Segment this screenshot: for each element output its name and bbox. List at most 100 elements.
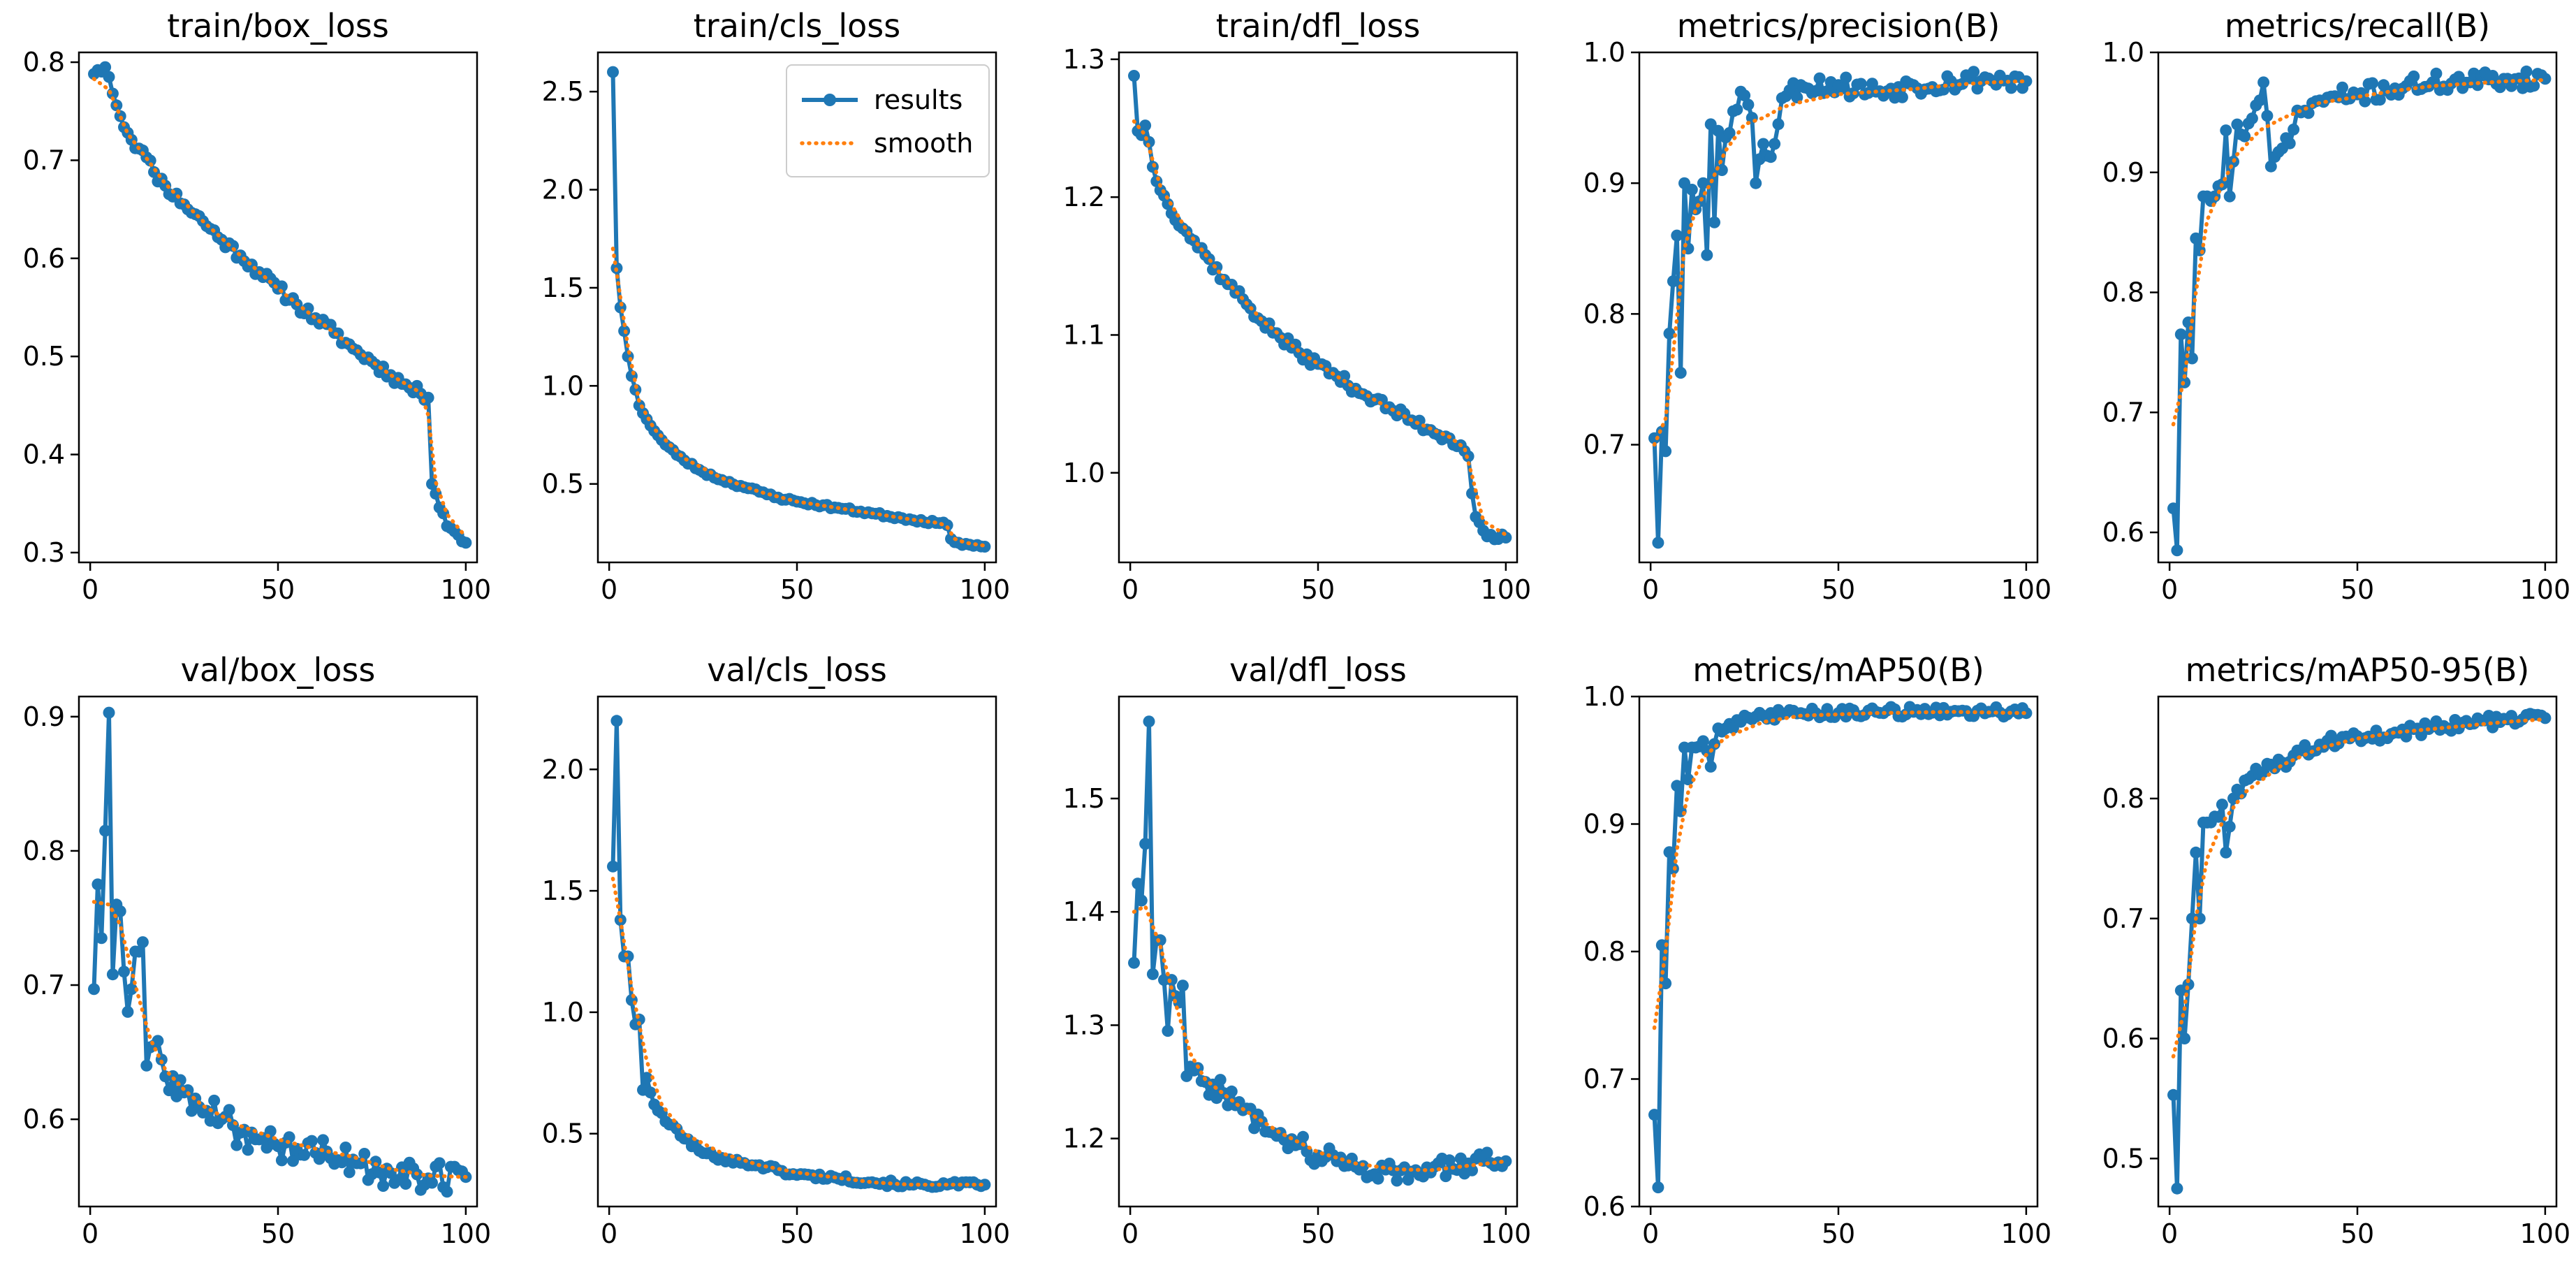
results-point — [106, 968, 119, 981]
results-point — [1663, 846, 1676, 859]
x-tick-label: 100 — [1481, 1218, 1532, 1249]
y-tick-label: 0.7 — [23, 145, 65, 175]
results-point — [2539, 73, 2552, 85]
chart-title: metrics/mAP50-95(B) — [2186, 651, 2530, 689]
results-point — [644, 1086, 657, 1099]
chart-title: metrics/precision(B) — [1677, 7, 2000, 45]
results-point — [1772, 118, 1785, 131]
chart-panel-metrics-map50-b: metrics/mAP50(B) 0 50 100 0.6 0.7 0.8 0.9 1.0 — [1583, 651, 2052, 1249]
y-tick-label: 0.3 — [23, 537, 65, 568]
x-tick-label: 100 — [441, 574, 492, 605]
plot-area — [2167, 65, 2552, 557]
results-point — [1660, 445, 1672, 458]
results-point — [2223, 190, 2236, 203]
smooth-line — [2171, 717, 2547, 1059]
y-tick-label: 0.8 — [23, 836, 65, 866]
results-point — [92, 878, 104, 891]
smooth-line — [610, 247, 987, 548]
y-tick-label: 1.4 — [1063, 896, 1105, 927]
y-tick-label: 1.2 — [1063, 182, 1105, 212]
y-tick-label: 1.3 — [1063, 1010, 1105, 1040]
results-point — [1682, 773, 1695, 786]
y-tick-label: 1.0 — [2102, 37, 2144, 68]
results-point — [2231, 118, 2244, 131]
results-point — [2167, 502, 2179, 515]
results-point — [2400, 730, 2413, 743]
results-point — [433, 1157, 446, 1169]
y-tick-label: 0.6 — [2102, 517, 2144, 548]
results-point — [1750, 177, 1762, 189]
y-tick-label: 0.6 — [2102, 1023, 2144, 1054]
y-tick-label: 0.7 — [2102, 903, 2144, 934]
x-tick-label: 50 — [1301, 1218, 1335, 1249]
y-tick-label: 0.9 — [1583, 168, 1625, 198]
results-point — [2239, 130, 2251, 143]
results-point — [2171, 544, 2183, 557]
chart-panel-train-dfl-loss: train/dfl_loss 0 50 100 1.0 1.1 1.2 1.3 — [1063, 7, 1532, 605]
results-point — [125, 983, 138, 996]
results-point — [99, 824, 112, 837]
plot-area — [607, 66, 991, 553]
y-tick-label: 1.5 — [542, 875, 584, 906]
results-point — [1671, 780, 1683, 792]
results-point — [607, 66, 619, 78]
results-point — [1708, 216, 1720, 228]
results-point — [2246, 112, 2258, 124]
x-tick-label: 50 — [1301, 574, 1335, 605]
results-point — [2174, 328, 2187, 341]
results-point — [103, 706, 115, 719]
results-point — [99, 61, 112, 73]
results-point — [152, 1035, 164, 1047]
results-point — [610, 715, 623, 727]
results-point — [358, 1148, 371, 1160]
results-point — [2190, 846, 2202, 859]
y-tick-label: 1.0 — [1583, 37, 1625, 68]
x-tick-label: 100 — [441, 1218, 492, 1249]
results-point — [1143, 715, 1155, 728]
x-tick-label: 0 — [1122, 1218, 1139, 1249]
results-point — [1701, 745, 1713, 757]
results-point — [1139, 119, 1152, 132]
chart-panel-val-box-loss: val/box_loss 0 50 100 0.6 0.7 0.8 0.9 — [23, 651, 492, 1249]
results-point — [1146, 968, 1159, 980]
x-tick-label: 100 — [2520, 1218, 2571, 1249]
results-point — [275, 280, 288, 293]
results-point — [114, 905, 126, 917]
results-point — [377, 1180, 390, 1192]
results-point — [1671, 229, 1683, 242]
results-point — [2167, 1088, 2179, 1101]
results-point — [317, 1134, 329, 1146]
y-tick-label: 2.0 — [542, 175, 584, 205]
results-point — [1708, 738, 1720, 750]
y-tick-label: 0.8 — [2102, 783, 2144, 814]
results-point — [641, 1072, 653, 1084]
x-tick-label: 0 — [82, 1218, 98, 1249]
x-tick-label: 100 — [2520, 574, 2571, 605]
chart-title: train/cls_loss — [694, 7, 900, 45]
results-point — [95, 932, 108, 945]
x-tick-label: 50 — [261, 574, 295, 605]
results-point — [2223, 820, 2236, 833]
plot-area — [1128, 70, 1512, 546]
results-point — [313, 1153, 325, 1165]
results-point — [1440, 1170, 1452, 1183]
results-point — [979, 1179, 991, 1191]
results-point — [2261, 110, 2274, 122]
results-point — [1162, 1025, 1174, 1037]
smooth-line — [2171, 78, 2547, 427]
results-point — [2288, 123, 2300, 136]
results-point — [1338, 370, 1351, 382]
chart-panel-val-cls-loss: val/cls_loss 0 50 100 0.5 1.0 1.5 2.0 — [542, 651, 1011, 1249]
smooth-line — [92, 900, 468, 1179]
y-tick-label: 0.5 — [542, 469, 584, 500]
y-tick-label: 2.0 — [542, 754, 584, 785]
results-point — [1466, 1164, 1478, 1176]
results-point — [1968, 66, 1980, 78]
x-tick-label: 0 — [1642, 1218, 1659, 1249]
smooth-line — [1132, 903, 1508, 1172]
x-tick-label: 100 — [2001, 574, 2052, 605]
plot-area — [1128, 715, 1512, 1187]
results-point — [2220, 124, 2232, 137]
results-point — [607, 860, 619, 873]
